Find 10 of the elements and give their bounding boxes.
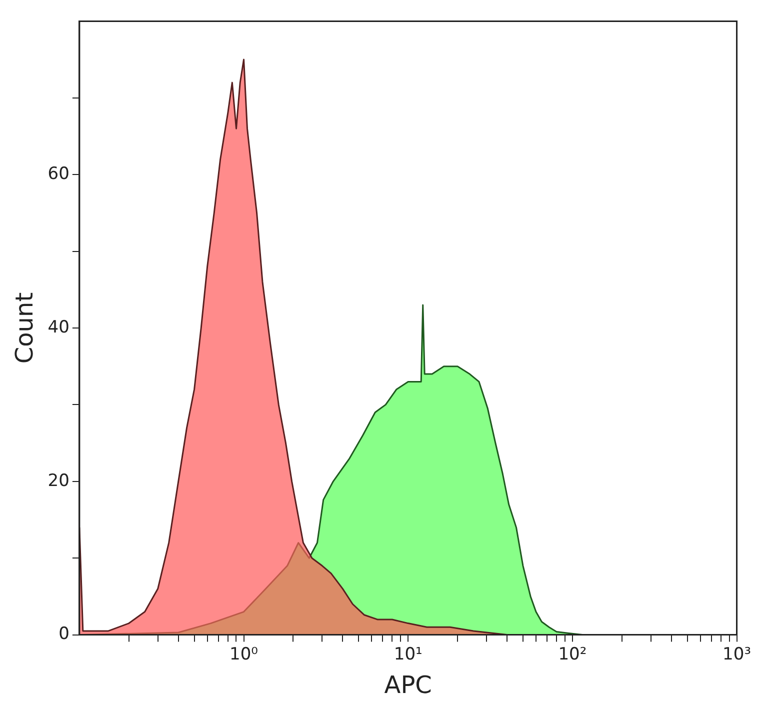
y-tick-label: 20 [48,470,70,491]
x-tick-label: 10¹ [394,644,422,664]
y-axis-title: Count [10,292,39,364]
x-axis-title: APC [384,670,432,699]
y-tick-label: 40 [48,317,70,338]
x-tick-label: 10⁰ [230,644,258,664]
x-tick-label: 10³ [722,644,752,664]
x-tick-label: 10² [558,644,587,664]
y-tick-label: 60 [48,164,70,184]
y-tick-label: 0 [58,624,70,644]
